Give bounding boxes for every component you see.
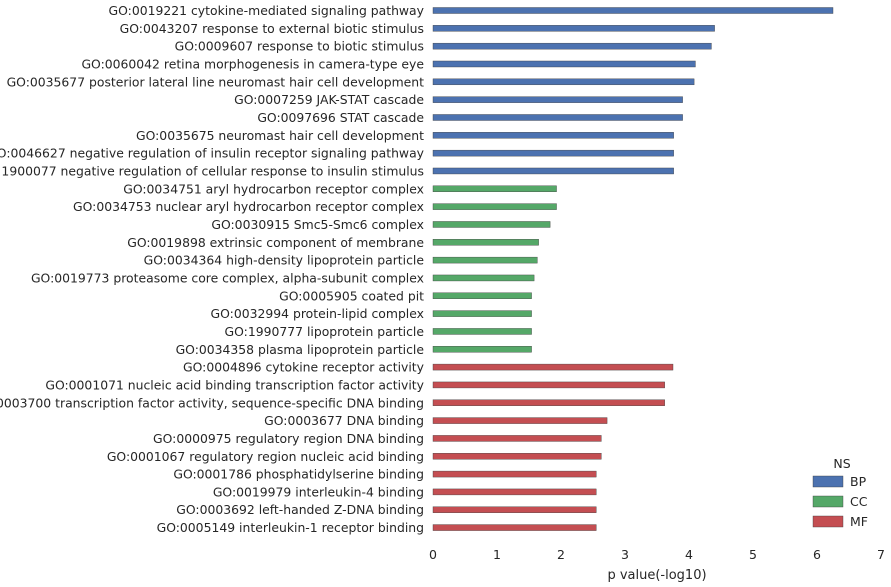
bar-bp	[432, 42, 712, 50]
category-labels: GO:0019221 cytokine-mediated signaling p…	[0, 3, 424, 535]
legend-items: BP CC MF	[812, 474, 868, 529]
bar-cc	[432, 239, 539, 246]
legend-swatch-cc	[812, 495, 844, 508]
bar-cc	[432, 221, 551, 228]
legend-swatch-bp	[812, 475, 844, 488]
bar-cc	[432, 203, 557, 210]
category-label: GO:0034753 nuclear aryl hydrocarbon rece…	[73, 199, 424, 214]
category-label: GO:0032994 protein-lipid complex	[211, 306, 424, 321]
x-axis-ticks: 0 1 2 3 4 5 6 7	[429, 547, 885, 562]
category-label: GO:0019898 extrinsic component of membra…	[127, 235, 424, 250]
bar-cc	[432, 274, 535, 282]
legend-label-mf: MF	[850, 514, 868, 529]
bar-mf	[432, 488, 597, 496]
bar-mf	[432, 470, 597, 478]
category-label: GO:0046627 negative regulation of insuli…	[0, 146, 424, 161]
category-label: GO:0019221 cytokine-mediated signaling p…	[109, 3, 424, 18]
legend-swatch-mf	[812, 515, 844, 528]
bar-bp	[432, 114, 683, 121]
category-label: GO:0034358 plasma lipoprotein particle	[176, 342, 424, 357]
bar-mf	[432, 453, 602, 460]
bar-cc	[432, 328, 532, 335]
bar-mf	[432, 417, 608, 424]
bar-bp	[432, 60, 696, 68]
x-tick-label: 0	[429, 547, 437, 562]
category-label: GO:0003700 transcription factor activity…	[0, 395, 424, 410]
category-label: GO:0000975 regulatory region DNA binding	[153, 431, 424, 446]
bar-mf	[432, 381, 665, 389]
category-label: GO:0009607 response to biotic stimulus	[175, 39, 424, 54]
bar-cc	[432, 310, 532, 317]
category-label: GO:0001067 regulatory region nucleic aci…	[107, 449, 424, 464]
category-label: GO:0007259 JAK-STAT cascade	[234, 92, 424, 107]
bar-bp	[432, 25, 715, 32]
category-label: GO:0097696 STAT cascade	[257, 110, 424, 125]
category-label: GO:0034751 aryl hydrocarbon receptor com…	[123, 181, 424, 196]
bar-bp	[432, 149, 674, 157]
bar-bp	[432, 7, 834, 14]
category-label: GO:0060042 retina morphogenesis in camer…	[81, 56, 424, 71]
category-label: GO:1900077 negative regulation of cellul…	[0, 163, 424, 178]
category-label: GO:0005905 coated pit	[279, 288, 424, 303]
category-label: GO:0035675 neuromast hair cell developme…	[136, 128, 424, 143]
x-tick-label: 3	[621, 547, 629, 562]
x-tick-label: 6	[813, 547, 821, 562]
bars-layer	[432, 7, 834, 531]
category-label: GO:0001071 nucleic acid binding transcri…	[45, 377, 424, 392]
bar-bp	[432, 96, 683, 103]
bar-bp	[432, 78, 695, 86]
category-label: GO:0001786 phosphatidylserine binding	[173, 467, 424, 482]
category-label: GO:0030915 Smc5-Smc6 complex	[211, 217, 424, 232]
category-label: GO:0004896 cytokine receptor activity	[183, 360, 424, 375]
category-label: GO:0003677 DNA binding	[264, 413, 424, 428]
category-label: GO:1990777 lipoprotein particle	[225, 324, 424, 339]
bar-cc	[432, 256, 538, 264]
bar-mf	[432, 524, 597, 531]
bar-cc	[432, 185, 557, 193]
legend-title: NS	[833, 456, 850, 471]
legend-label-cc: CC	[850, 494, 868, 509]
bar-cc	[432, 292, 532, 299]
x-tick-label: 7	[877, 547, 885, 562]
category-label: GO:0019979 interleukin-4 binding	[213, 484, 424, 499]
bar-mf	[432, 506, 597, 513]
category-label: GO:0034364 high-density lipoprotein part…	[144, 253, 424, 268]
category-label: GO:0003692 left-handed Z-DNA binding	[176, 502, 424, 517]
legend: NS BP CC MF	[812, 456, 868, 529]
bar-bp	[432, 132, 674, 139]
x-tick-label: 2	[557, 547, 565, 562]
x-tick-label: 4	[685, 547, 693, 562]
bar-mf	[432, 363, 674, 371]
x-axis-label: p value(-log10)	[607, 568, 706, 583]
bar-mf	[432, 399, 665, 406]
legend-label-bp: BP	[850, 474, 867, 489]
category-label: GO:0043207 response to external biotic s…	[120, 21, 424, 36]
bar-mf	[432, 435, 602, 442]
x-tick-label: 1	[493, 547, 501, 562]
category-label: GO:0005149 interleukin-1 receptor bindin…	[157, 520, 424, 535]
x-tick-label: 5	[749, 547, 757, 562]
category-label: GO:0019773 proteasome core complex, alph…	[31, 270, 424, 285]
bar-bp	[432, 167, 674, 175]
bar-cc	[432, 346, 532, 353]
category-label: GO:0035677 posterior lateral line neurom…	[7, 74, 425, 89]
